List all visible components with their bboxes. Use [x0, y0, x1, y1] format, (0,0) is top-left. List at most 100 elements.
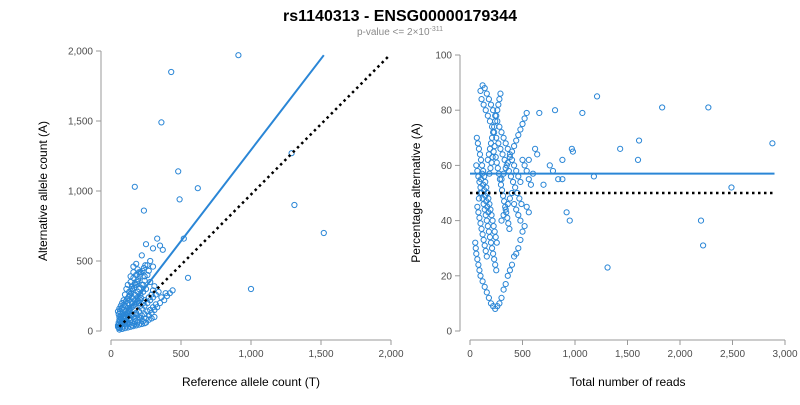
data-point	[493, 159, 500, 166]
data-point	[486, 234, 494, 241]
data-point	[503, 162, 510, 169]
data-point	[472, 245, 479, 252]
data-point	[519, 120, 526, 128]
data-point	[517, 178, 524, 186]
data-point	[510, 162, 518, 169]
data-point	[472, 239, 479, 246]
data-point	[149, 245, 157, 252]
data-point	[478, 96, 485, 103]
data-point	[480, 181, 487, 188]
data-point	[485, 294, 492, 301]
data-point	[509, 178, 517, 186]
data-point	[291, 201, 298, 209]
data-point	[482, 107, 489, 114]
data-point	[480, 236, 487, 244]
chart-title: rs1140313 - ENSG00000179344	[283, 8, 517, 25]
data-point	[500, 286, 507, 293]
data-point	[159, 246, 166, 253]
data-point	[523, 109, 530, 117]
x-tick-label: 1,000	[562, 349, 587, 360]
data-point	[487, 140, 495, 147]
data-point	[194, 185, 201, 192]
data-point	[506, 154, 513, 161]
data-point	[486, 118, 494, 125]
data-point	[518, 200, 525, 208]
x-tick-label: 500	[514, 349, 531, 360]
data-point	[138, 252, 145, 259]
data-point	[515, 245, 522, 252]
data-point	[519, 156, 526, 163]
data-point	[769, 140, 776, 147]
data-point	[147, 257, 154, 265]
data-point	[154, 235, 161, 242]
data-point	[168, 68, 175, 76]
data-point	[498, 294, 505, 301]
data-point	[495, 101, 502, 108]
data-point	[484, 223, 491, 230]
data-point	[151, 313, 158, 321]
data-point	[490, 250, 497, 257]
data-point	[491, 142, 498, 150]
data-point	[635, 137, 643, 144]
data-point	[480, 101, 487, 108]
data-point	[490, 148, 497, 155]
data-point	[493, 239, 500, 246]
data-point	[474, 256, 481, 263]
data-point	[288, 150, 295, 157]
x-tick-label: 3,000	[772, 349, 797, 360]
data-point	[484, 112, 491, 119]
data-point	[476, 151, 484, 158]
data-point	[497, 90, 504, 97]
data-point	[156, 242, 164, 249]
data-point	[493, 267, 500, 274]
x-tick-label: 2,000	[667, 349, 692, 360]
data-point	[563, 209, 570, 216]
data-point	[247, 285, 255, 293]
y-tick-label: 0	[87, 327, 93, 338]
data-point	[126, 297, 133, 304]
data-point	[140, 207, 147, 214]
data-point	[496, 96, 503, 103]
data-point	[494, 118, 501, 125]
x-tick-label: 2,500	[720, 349, 745, 360]
data-point	[488, 123, 496, 130]
data-point	[141, 277, 148, 284]
data-point	[475, 145, 483, 152]
data-point	[502, 140, 509, 147]
data-point	[476, 267, 483, 274]
data-point	[482, 247, 489, 255]
data-point	[127, 273, 134, 280]
data-point	[634, 156, 642, 163]
data-point	[521, 162, 528, 169]
data-point	[474, 203, 481, 210]
data-point	[593, 93, 601, 100]
data-point	[477, 87, 484, 94]
data-point	[498, 217, 505, 224]
data-point	[506, 195, 513, 202]
data-point	[659, 104, 666, 111]
data-point	[495, 140, 502, 147]
data-point	[521, 115, 528, 122]
data-point	[504, 159, 511, 166]
data-point	[700, 242, 707, 249]
data-point	[504, 214, 511, 221]
data-point	[492, 118, 499, 125]
data-point	[483, 253, 490, 260]
data-point	[510, 142, 518, 150]
data-point	[503, 209, 510, 216]
data-point	[512, 184, 519, 191]
data-point	[496, 123, 503, 130]
data-point	[497, 181, 505, 188]
data-point	[515, 131, 522, 139]
data-point	[525, 209, 532, 216]
y-tick-label: 80	[441, 106, 453, 117]
left-scatter-panel: 0 500 1,000 1,500 2,000 0 500 1,000 1,500 2,000 Re…	[36, 47, 404, 390]
data-point	[559, 156, 566, 163]
data-point	[488, 159, 495, 166]
data-point	[477, 272, 484, 279]
data-point	[502, 203, 509, 210]
data-point	[527, 181, 535, 188]
data-point	[478, 162, 486, 169]
x-tick-label: 500	[173, 349, 190, 360]
data-point	[491, 256, 498, 263]
